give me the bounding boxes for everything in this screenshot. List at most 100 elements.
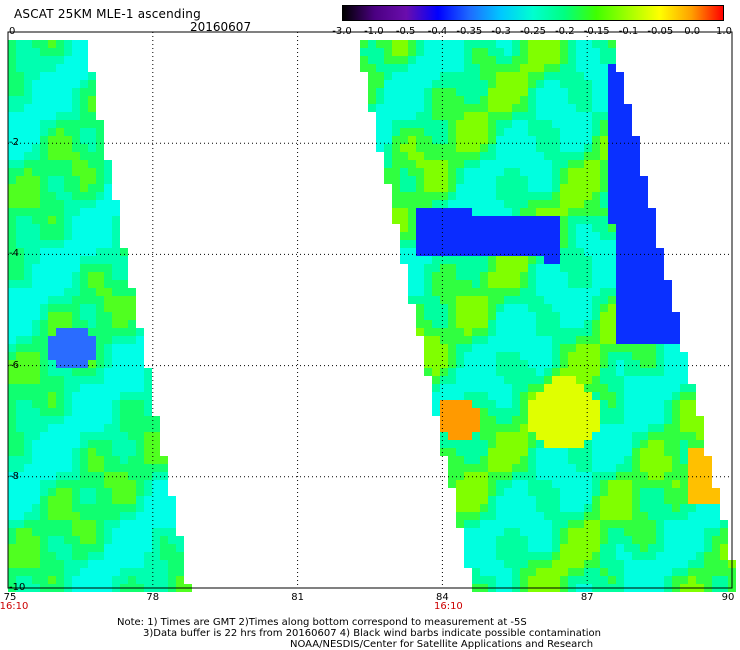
swath-cell xyxy=(656,520,664,528)
swath-cell xyxy=(512,536,520,544)
swath-cell xyxy=(600,400,608,408)
swath-cell xyxy=(408,152,416,160)
swath-cell xyxy=(64,512,72,520)
swath-cell xyxy=(464,272,472,280)
swath-cell xyxy=(648,384,656,392)
swath-cell xyxy=(432,40,440,48)
swath-cell xyxy=(504,496,512,504)
swath-cell xyxy=(616,336,624,344)
swath-cell xyxy=(520,496,528,504)
swath-cell xyxy=(64,272,72,280)
swath-cell xyxy=(512,232,520,240)
swath-cell xyxy=(104,288,112,296)
swath-cell xyxy=(392,120,400,128)
swath-cell xyxy=(136,456,144,464)
swath-cell xyxy=(112,456,120,464)
swath-cell xyxy=(648,416,656,424)
swath-cell xyxy=(592,184,600,192)
swath-cell xyxy=(480,176,488,184)
swath-cell xyxy=(480,120,488,128)
swath-cell xyxy=(496,536,504,544)
swath-cell xyxy=(72,408,80,416)
swath-cell xyxy=(544,248,552,256)
swath-cell xyxy=(104,568,112,576)
swath-cell xyxy=(672,464,680,472)
swath-cell xyxy=(64,536,72,544)
swath-cell xyxy=(448,136,456,144)
swath-cell xyxy=(496,544,504,552)
swath-cell xyxy=(456,200,464,208)
swath-cell xyxy=(592,248,600,256)
swath-cell xyxy=(416,304,424,312)
swath-cell xyxy=(608,168,616,176)
swath-cell xyxy=(80,536,88,544)
swath-cell xyxy=(112,448,120,456)
swath-cell xyxy=(536,504,544,512)
swath-cell xyxy=(480,384,488,392)
swath-cell xyxy=(560,432,568,440)
swath-cell xyxy=(400,248,408,256)
swath-cell xyxy=(16,464,24,472)
swath-cell xyxy=(64,112,72,120)
swath-cell xyxy=(128,576,136,584)
swath-cell xyxy=(120,568,128,576)
swath-cell xyxy=(112,400,120,408)
swath-cell xyxy=(416,136,424,144)
swath-cell xyxy=(48,136,56,144)
swath-cell xyxy=(568,512,576,520)
swath-cell xyxy=(32,200,40,208)
swath-cell xyxy=(696,472,704,480)
swath-cell xyxy=(144,520,152,528)
swath-cell xyxy=(448,104,456,112)
swath-cell xyxy=(576,344,584,352)
swath-cell xyxy=(544,304,552,312)
swath-cell xyxy=(568,352,576,360)
swath-cell xyxy=(416,192,424,200)
swath-cell xyxy=(440,128,448,136)
swath-cell xyxy=(432,96,440,104)
swath-cell xyxy=(464,312,472,320)
swath-cell xyxy=(384,72,392,80)
swath-cell xyxy=(448,240,456,248)
swath-cell xyxy=(552,368,560,376)
swath-cell xyxy=(624,240,632,248)
swath-cell xyxy=(600,536,608,544)
swath-cell xyxy=(656,376,664,384)
swath-cell xyxy=(720,568,728,576)
swath-cell xyxy=(600,320,608,328)
swath-cell xyxy=(32,144,40,152)
swath-cell xyxy=(584,304,592,312)
swath-cell xyxy=(656,496,664,504)
swath-cell xyxy=(696,448,704,456)
swath-cell xyxy=(416,216,424,224)
swath-cell xyxy=(520,280,528,288)
swath-cell xyxy=(408,208,416,216)
swath-cell xyxy=(416,128,424,136)
swath-cell xyxy=(64,144,72,152)
swath-cell xyxy=(536,168,544,176)
swath-cell xyxy=(72,200,80,208)
swath-cell xyxy=(672,432,680,440)
swath-cell xyxy=(376,104,384,112)
swath-cell xyxy=(408,72,416,80)
swath-cell xyxy=(552,104,560,112)
swath-cell xyxy=(488,560,496,568)
swath-cell xyxy=(608,272,616,280)
swath-cell xyxy=(488,392,496,400)
swath-cell xyxy=(640,496,648,504)
swath-cell xyxy=(552,40,560,48)
swath-cell xyxy=(568,304,576,312)
swath-cell xyxy=(32,88,40,96)
swath-cell xyxy=(24,144,32,152)
swath-cell xyxy=(608,472,616,480)
swath-cell xyxy=(160,512,168,520)
swath-cell xyxy=(112,560,120,568)
swath-cell xyxy=(576,400,584,408)
swath-cell xyxy=(448,456,456,464)
swath-cell xyxy=(608,104,616,112)
swath-cell xyxy=(544,112,552,120)
swath-cell xyxy=(96,416,104,424)
swath-cell xyxy=(608,384,616,392)
swath-cell xyxy=(592,48,600,56)
swath-cell xyxy=(528,192,536,200)
